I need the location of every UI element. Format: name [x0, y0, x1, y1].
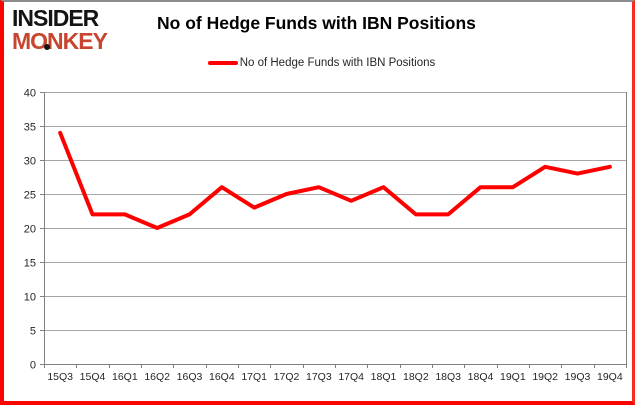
x-axis-tick-label: 17Q2 [274, 371, 300, 383]
x-axis-tick-label: 16Q1 [112, 371, 138, 383]
x-axis-tick-label: 15Q4 [80, 371, 106, 383]
legend-label: No of Hedge Funds with IBN Positions [239, 57, 436, 69]
y-axis-tick-label: 10 [24, 292, 36, 304]
y-axis-tick-label: 5 [30, 326, 36, 338]
x-axis-tick-label: 18Q1 [371, 371, 397, 383]
x-axis-tick-label: 19Q1 [500, 371, 526, 383]
legend-line-swatch [207, 61, 238, 65]
x-axis-tick-label: 17Q4 [338, 371, 364, 383]
y-axis-tick-label: 35 [24, 122, 36, 134]
logo-line-insider: INSIDER [12, 5, 99, 31]
line-chart: 0 5 10 15 20 25 30 35 40 15Q3 15Q4 16Q1 16Q2 16Q3 16Q4… [24, 88, 627, 383]
legend: No of Hedge Funds with IBN Positions [4, 57, 632, 69]
y-axis-tick-label: 20 [24, 224, 36, 236]
y-axis-tick-label: 0 [30, 360, 36, 372]
chart-title: No of Hedge Funds with IBN Positions [157, 13, 476, 33]
x-axis-tick-label: 16Q4 [209, 371, 235, 383]
logo-line-monkey: MONKEY [12, 27, 108, 54]
series-line [58, 130, 612, 230]
y-axis-tick-label: 15 [24, 258, 36, 270]
x-axis-tick-label: 18Q4 [468, 371, 494, 383]
y-axis-tick-label: 30 [24, 156, 36, 168]
x-axis-tick-label: 16Q2 [144, 371, 170, 383]
x-axis-tick-label: 18Q3 [435, 371, 461, 383]
y-axis-tick-label: 25 [24, 190, 36, 202]
insider-monkey-logo: INSIDER MONKEY [12, 5, 108, 54]
monkey-eye-icon [44, 44, 50, 50]
x-axis-tick-label: 17Q1 [241, 371, 267, 383]
x-axis-tick-label: 19Q3 [565, 371, 591, 383]
x-axis-tick-label: 17Q3 [306, 371, 332, 383]
x-axis-tick-label: 19Q4 [597, 371, 623, 383]
x-axis-tick-label: 19Q2 [532, 371, 558, 383]
x-axis-tick-label: 15Q3 [47, 371, 73, 383]
x-axis-tick-label: 16Q3 [177, 371, 203, 383]
y-axis-tick-label: 40 [24, 88, 36, 100]
x-axis-tick-label: 18Q2 [403, 371, 429, 383]
